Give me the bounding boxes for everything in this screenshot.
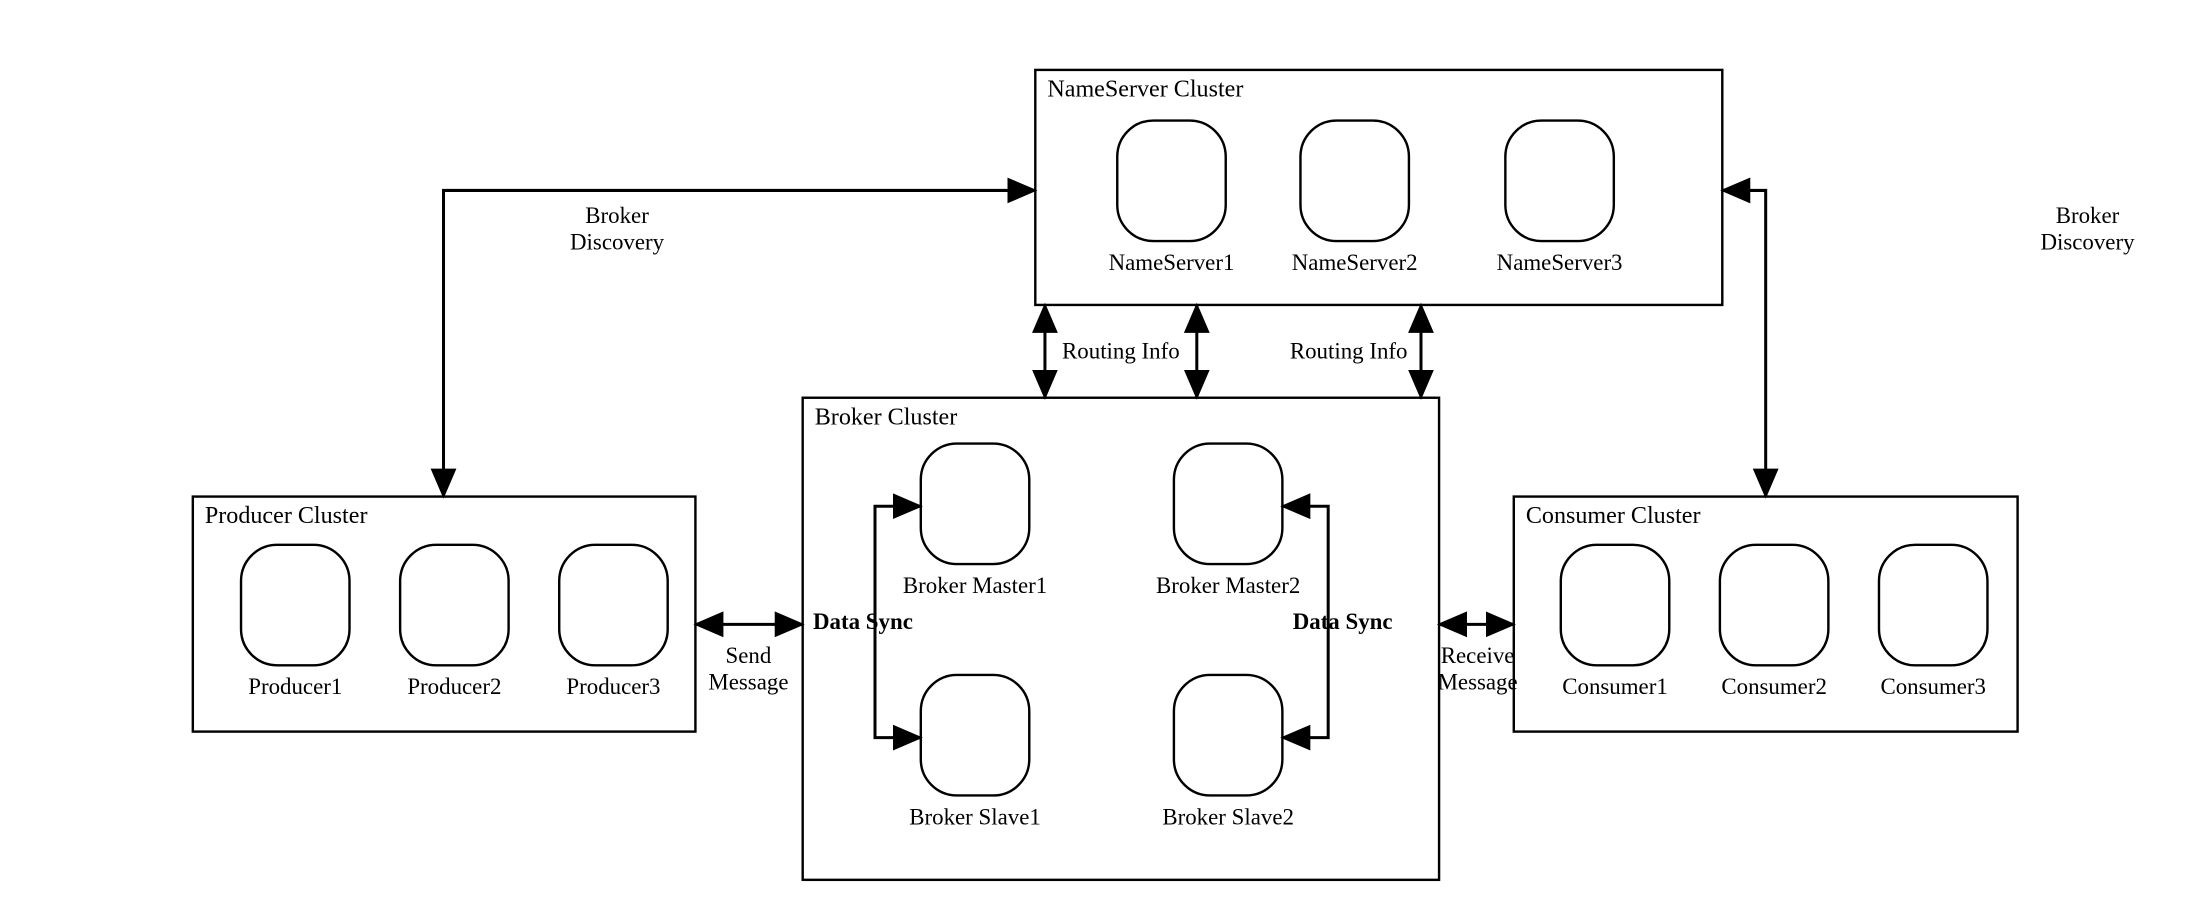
producer-node-label-p2: Producer2: [407, 674, 501, 699]
broker-box: [803, 398, 1439, 880]
broker-title: Broker Cluster: [815, 404, 958, 430]
edge-receive-message-label-0: Receive: [1441, 643, 1515, 668]
producer-node-p2: [400, 545, 508, 666]
broker-node-bs2: [1174, 675, 1282, 796]
consumer-node-c2: [1720, 545, 1828, 666]
nameserver-node-label-ns1: NameServer1: [1109, 250, 1235, 275]
data-sync-label-0: Data Sync: [813, 609, 913, 634]
edge-broker-discovery-right-label-1: Discovery: [2040, 229, 2135, 254]
nameserver-node-ns3: [1505, 121, 1613, 242]
consumer-node-label-c1: Consumer1: [1562, 674, 1668, 699]
nameserver-title: NameServer Cluster: [1047, 76, 1243, 102]
consumer-node-c3: [1879, 545, 1987, 666]
nameserver-node-label-ns3: NameServer3: [1497, 250, 1623, 275]
edge-send-message-label-1: Message: [708, 669, 788, 694]
nameserver-node-ns1: [1117, 121, 1225, 242]
broker-node-label-bm2: Broker Master2: [1156, 573, 1300, 598]
broker-node-bm1: [921, 444, 1029, 565]
consumer-node-c1: [1561, 545, 1669, 666]
broker-node-bm2: [1174, 444, 1282, 565]
edge-send-message-label-0: Send: [726, 643, 772, 668]
edge-broker-discovery-left-label-0: Broker: [585, 203, 649, 228]
nameserver-node-ns2: [1300, 121, 1408, 242]
broker-node-bs1: [921, 675, 1029, 796]
producer-node-label-p3: Producer3: [566, 674, 660, 699]
producer-node-p1: [241, 545, 349, 666]
data-sync-label-1: Data Sync: [1293, 609, 1393, 634]
broker-node-label-bm1: Broker Master1: [903, 573, 1047, 598]
nameserver-node-label-ns2: NameServer2: [1292, 250, 1418, 275]
consumer-node-label-c3: Consumer3: [1880, 674, 1986, 699]
producer-node-label-p1: Producer1: [248, 674, 342, 699]
architecture-diagram: NameServer Cluster NameServer1 NameServer2…: [0, 0, 2208, 916]
broker-node-label-bs2: Broker Slave2: [1162, 804, 1294, 829]
producer-title: Producer Cluster: [205, 503, 368, 529]
broker-node-label-bs1: Broker Slave1: [909, 804, 1041, 829]
edge-routing-info-label-1: Routing Info: [1290, 339, 1408, 364]
consumer-node-label-c2: Consumer2: [1721, 674, 1827, 699]
consumer-title: Consumer Cluster: [1526, 503, 1701, 529]
edge-broker-discovery-right: [1722, 190, 1765, 496]
edge-broker-discovery-left-label-1: Discovery: [570, 229, 665, 254]
edge-receive-message-label-1: Message: [1438, 669, 1518, 694]
producer-node-p3: [559, 545, 667, 666]
edge-broker-discovery-right-label-0: Broker: [2056, 203, 2120, 228]
edge-routing-info-label-0: Routing Info: [1062, 339, 1180, 364]
